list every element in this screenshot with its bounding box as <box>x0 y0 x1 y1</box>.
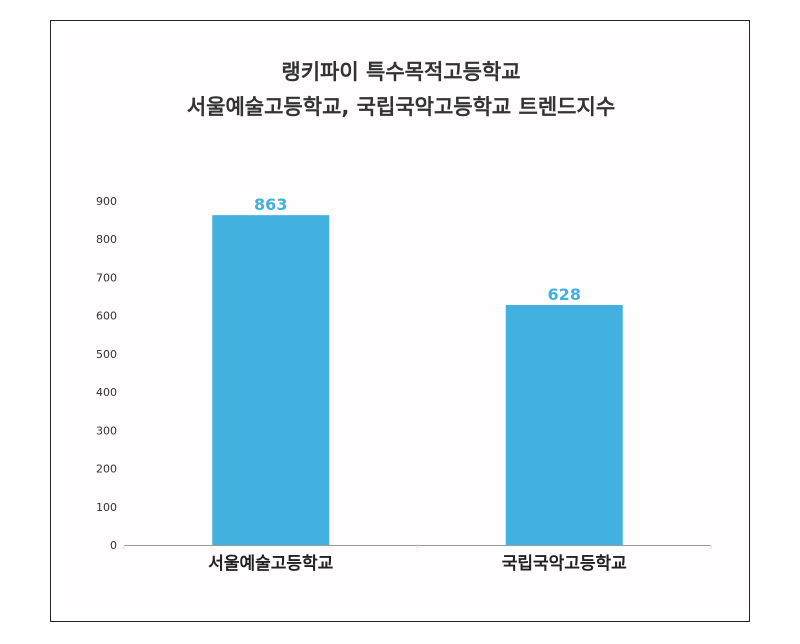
y-tick-label: 400 <box>96 386 117 399</box>
y-tick-label: 600 <box>96 310 117 323</box>
bar <box>212 215 330 546</box>
chart-title: 랭키파이 특수목적고등학교 서울예술고등학교, 국립국악고등학교 트렌드지수 <box>51 55 751 125</box>
y-tick-label: 100 <box>96 501 117 514</box>
chart-title-line-2: 서울예술고등학교, 국립국악고등학교 트렌드지수 <box>186 95 616 119</box>
bars <box>212 215 623 546</box>
y-axis-ticks: 0 100 200 300 400 500 600 700 800 900 <box>96 195 117 552</box>
data-label: 628 <box>548 285 581 304</box>
y-tick-label: 500 <box>96 348 117 361</box>
category-labels: 서울예술고등학교 국립국악고등학교 <box>208 554 627 574</box>
y-tick-label: 900 <box>96 195 117 208</box>
bar <box>505 304 623 545</box>
y-tick-label: 200 <box>96 463 117 476</box>
category-label: 국립국악고등학교 <box>502 554 627 574</box>
category-label: 서울예술고등학교 <box>208 554 333 574</box>
y-tick-label: 800 <box>96 233 117 246</box>
data-label: 863 <box>254 195 287 214</box>
chart-background <box>59 29 741 613</box>
y-tick-label: 0 <box>110 539 117 552</box>
chart-frame: 랭키파이 특수목적고등학교 서울예술고등학교, 국립국악고등학교 트렌드지수 <box>50 20 750 622</box>
data-labels: 863 628 <box>254 195 581 304</box>
x-axis <box>123 545 712 549</box>
chart-title-line-1: 랭키파이 특수목적고등학교 <box>281 60 521 84</box>
y-tick-label: 300 <box>96 424 117 437</box>
y-tick-label: 700 <box>96 271 117 284</box>
